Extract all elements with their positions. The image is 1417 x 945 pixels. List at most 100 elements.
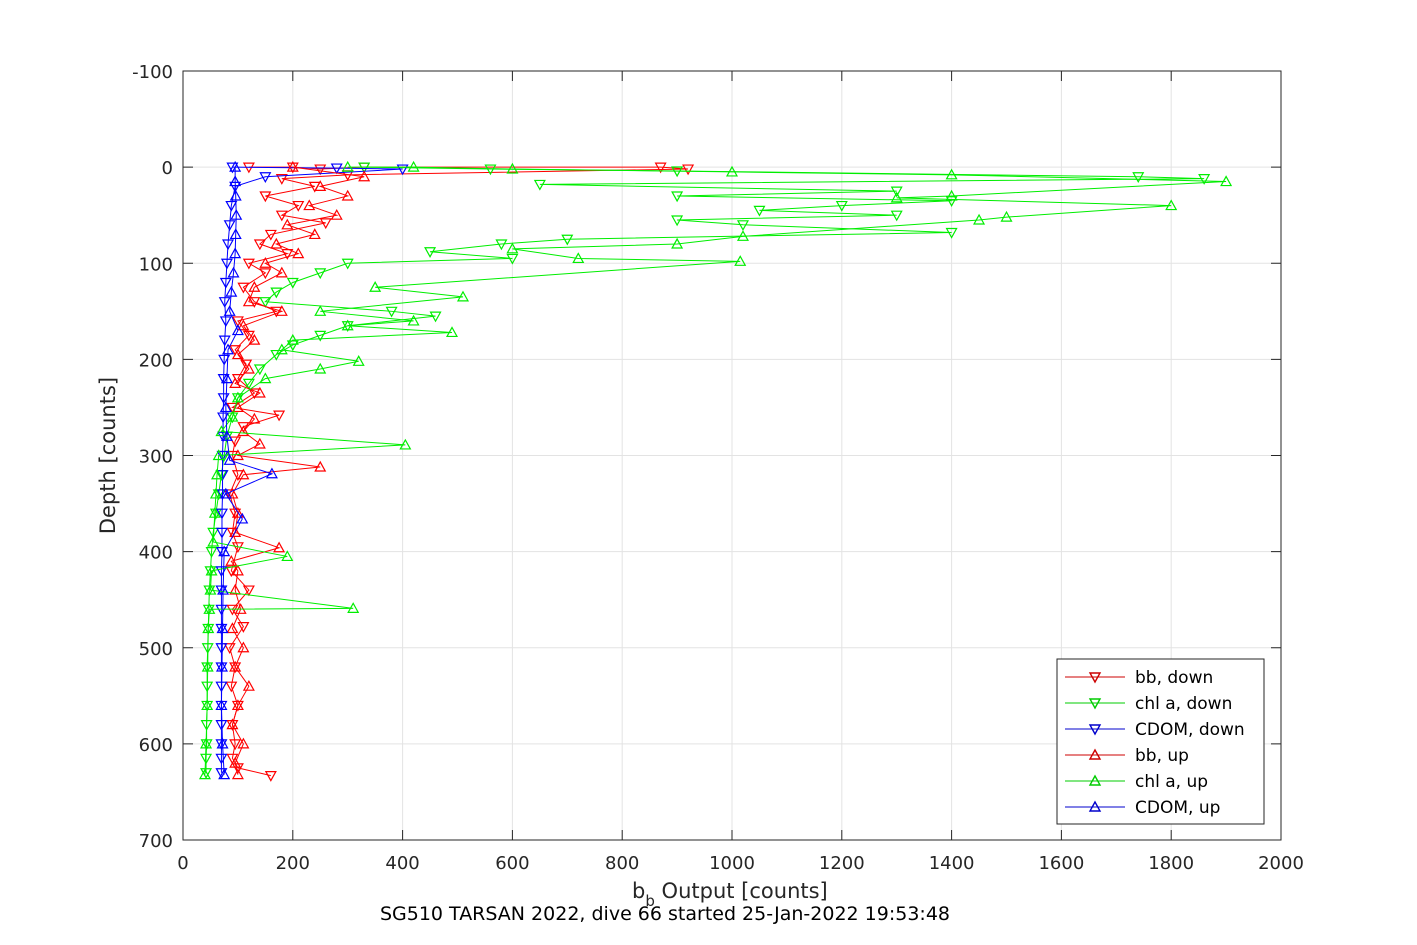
y-tick-label: 600 (139, 735, 173, 756)
data-point (220, 258, 233, 270)
data-point (890, 186, 903, 198)
series-line (205, 166, 1205, 773)
data-point (223, 305, 236, 316)
data-point (407, 160, 420, 172)
data-point (219, 316, 232, 328)
data-point (229, 756, 242, 768)
data-point (226, 410, 239, 422)
y-tick-label: -100 (132, 62, 173, 83)
data-point (341, 319, 354, 331)
data-point (407, 314, 420, 326)
legend-item: chl a, up (1065, 772, 1208, 792)
data-point (229, 175, 242, 187)
data-point (314, 330, 327, 342)
data-series-layer (198, 160, 1233, 782)
x-tick-label: 1200 (819, 853, 865, 874)
data-point (225, 285, 238, 297)
data-point (207, 535, 220, 547)
dive-caption: SG510 TARSAN 2022, dive 66 started 25-Ja… (379, 903, 951, 925)
data-point (330, 208, 343, 220)
data-point (225, 555, 238, 566)
data-point (253, 437, 266, 449)
data-point (292, 247, 305, 259)
series-line (220, 167, 274, 775)
data-point (242, 258, 255, 270)
data-point (1132, 172, 1145, 183)
legend-swatch-marker (1088, 698, 1102, 710)
legend-item: chl a, down (1065, 694, 1232, 714)
legend-item: bb, up (1065, 746, 1189, 766)
data-point (484, 164, 497, 176)
data-point (229, 739, 242, 751)
data-point (275, 305, 288, 316)
data-point (1165, 199, 1178, 211)
data-point (226, 487, 239, 499)
legend-label: chl a, up (1135, 772, 1208, 792)
data-point (205, 564, 218, 576)
data-point (314, 268, 327, 280)
series-line (230, 166, 365, 775)
data-point (561, 234, 574, 246)
data-point (308, 228, 321, 240)
data-point (205, 547, 218, 558)
data-point (221, 343, 235, 355)
x-tick-label: 1600 (1038, 853, 1084, 874)
data-point (219, 401, 232, 413)
data-point (347, 602, 360, 613)
data-point (253, 386, 266, 398)
data-point (314, 180, 327, 191)
legend-swatch-marker (1088, 748, 1102, 760)
data-point (218, 545, 231, 557)
data-point (506, 253, 519, 265)
data-point (204, 583, 217, 595)
data-point (242, 679, 255, 691)
data-point (220, 372, 233, 384)
data-point (225, 681, 238, 693)
legend-label: CDOM, down (1135, 720, 1245, 740)
data-point (424, 247, 437, 258)
legend-swatch-marker (1088, 672, 1102, 684)
data-point (506, 162, 519, 174)
data-point (242, 378, 255, 390)
data-point (275, 210, 288, 222)
data-point (286, 340, 299, 352)
data-point (231, 348, 244, 360)
data-point (286, 160, 299, 172)
data-point (314, 164, 327, 176)
series-line (229, 166, 689, 777)
data-point (216, 622, 229, 634)
data-point (265, 467, 278, 479)
data-point (352, 355, 365, 366)
data-point (495, 239, 508, 251)
x-tick-label: 1800 (1148, 853, 1194, 874)
legend-swatch-marker (1088, 800, 1102, 812)
data-point (198, 768, 211, 780)
data-point (231, 506, 244, 518)
data-point (215, 604, 228, 616)
data-point (358, 170, 371, 182)
y-axis-label: Depth [counts] (96, 377, 120, 534)
data-point (671, 215, 684, 227)
data-point (270, 349, 283, 361)
data-point (253, 364, 266, 376)
data-point (237, 425, 250, 437)
data-point (736, 220, 749, 232)
data-point (216, 489, 229, 501)
data-point (281, 218, 294, 230)
data-point (229, 189, 242, 201)
data-point (445, 326, 459, 338)
data-point (319, 218, 332, 230)
data-point (682, 164, 695, 176)
y-tick-label: 200 (139, 350, 173, 371)
data-point (211, 468, 224, 480)
data-point (753, 205, 766, 217)
data-point (1220, 175, 1233, 187)
legend-label: bb, down (1135, 668, 1213, 688)
data-point (229, 660, 242, 672)
y-tick-label: 500 (139, 639, 173, 660)
data-point (218, 768, 231, 780)
y-tick-label: 300 (139, 447, 173, 468)
data-point (945, 227, 958, 239)
legend-item: bb, down (1065, 668, 1213, 688)
data-point (890, 191, 903, 203)
